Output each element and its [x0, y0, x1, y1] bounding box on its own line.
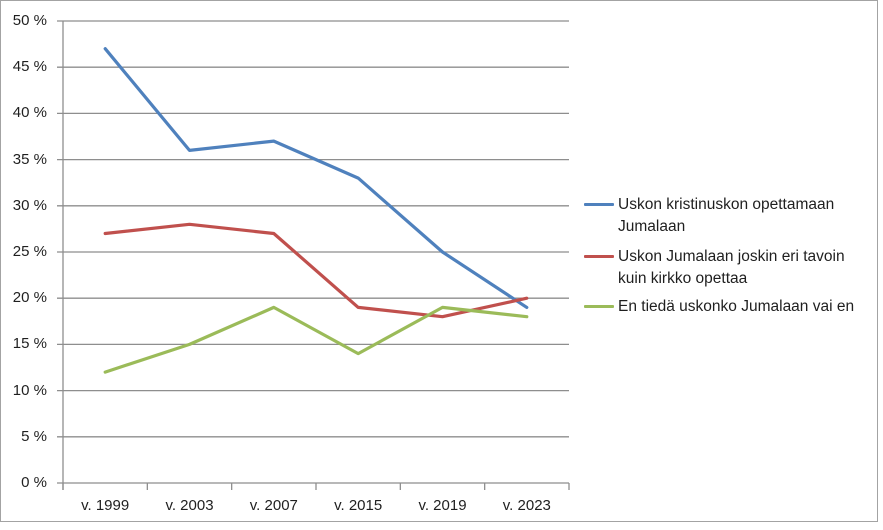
y-axis-label-10: 10 %: [12, 381, 47, 399]
legend-marker-icon: [584, 305, 614, 309]
legend-marker-icon: [584, 203, 614, 207]
series-line-1: [103, 222, 529, 319]
y-axis-label-5: 5 %: [21, 427, 47, 445]
series-line-2: [103, 305, 529, 374]
y-axis-label-15: 15 %: [12, 335, 47, 353]
series-line-0: [103, 47, 529, 309]
y-axis-label-35: 35 %: [12, 150, 47, 168]
y-axis-label-0: 0 %: [21, 474, 47, 491]
legend-item-1: Uskon Jumalaan joskin eri tavoin kuin ki…: [584, 246, 876, 290]
y-axis-label-25: 25 %: [12, 243, 47, 260]
x-axis-label-3: v. 2015: [334, 497, 383, 514]
x-axis-label-5: v. 2023: [502, 497, 551, 514]
legend-item-0: Uskon kristinuskon opettamaan Jumalaan: [584, 194, 876, 238]
x-axis-label-1: v. 2003: [165, 497, 214, 514]
y-axis-label-40: 40 %: [12, 104, 47, 122]
y-axis-label-30: 30 %: [12, 196, 47, 214]
y-axis-label-20: 20 %: [12, 289, 47, 307]
x-axis-label-2: v. 2007: [249, 497, 298, 514]
y-axis-label-45: 45 %: [12, 58, 47, 76]
legend-marker-icon: [584, 255, 614, 259]
legend-label: Uskon Jumalaan joskin eri tavoin kuin ki…: [618, 248, 845, 287]
plot-area: [57, 20, 570, 490]
x-axis-label-0: v. 1999: [81, 497, 130, 514]
legend-label: Uskon kristinuskon opettamaan Jumalaan: [618, 196, 835, 235]
legend-item-2: En tiedä uskonko Jumalaan vai en: [584, 296, 876, 318]
legend-label: En tiedä uskonko Jumalaan vai en: [618, 298, 855, 315]
chart-frame: 0 % 5 % 10 % 15 % 20 % 25 % 30 % 35 % 40 % 45 % 50…: [0, 0, 878, 522]
y-axis-label-50: 50 %: [12, 12, 47, 29]
x-axis-label-4: v. 2019: [418, 497, 467, 514]
